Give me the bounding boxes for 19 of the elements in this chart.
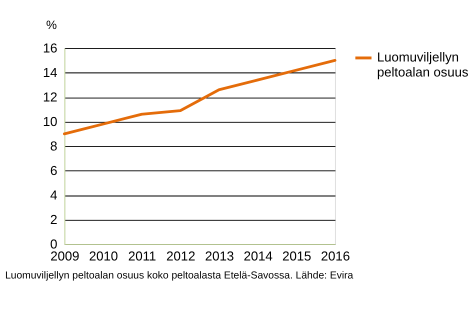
y-axis-title: % <box>46 18 58 32</box>
y-tick-label: 16 <box>42 40 58 56</box>
y-tick-label: 6 <box>50 162 58 178</box>
y-tick-label: 2 <box>50 212 58 227</box>
x-tick-label: 2010 <box>88 248 118 264</box>
y-tick-label: 4 <box>50 187 58 202</box>
y-tick-label: 10 <box>42 114 58 129</box>
y-tick-label: 8 <box>50 138 58 154</box>
text: Luomuviljellyn peltoalan osuus koko peltoalasta Etelä-Savossa. Lähde: Evira <box>5 270 354 282</box>
x-tick-label: 2016 <box>320 248 350 264</box>
x-tick-label: 2013 <box>204 248 234 264</box>
y-tick-label: 12 <box>42 89 58 104</box>
x-tick-label: 2012 <box>166 248 196 264</box>
x-tick-label: 2011 <box>128 248 156 264</box>
x-tick-label: 2015 <box>282 248 312 264</box>
legend-label: Luomuviljellyn peltoalan osuus <box>376 50 469 80</box>
line-series <box>62 58 336 136</box>
x-tick-label: 2014 <box>244 248 273 264</box>
y-tick-label: 14 <box>42 64 58 80</box>
